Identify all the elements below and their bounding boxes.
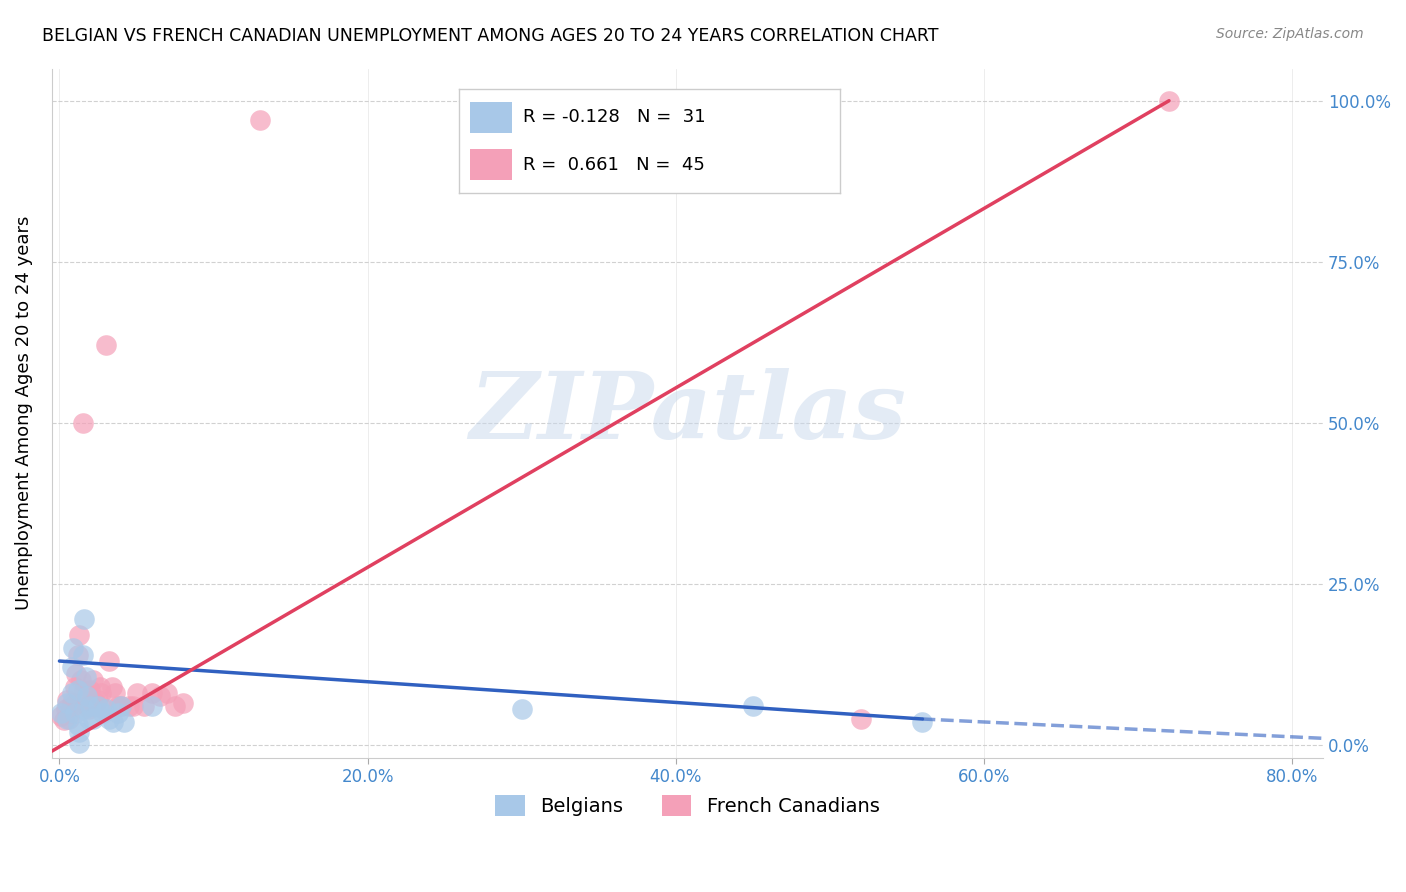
- Point: [66, 648, 89, 662]
- Point: [742, 699, 765, 714]
- Point: [83, 696, 105, 710]
- Point: [141, 699, 163, 714]
- Point: [76, 699, 98, 714]
- Point: [75, 670, 97, 684]
- Point: [141, 686, 163, 700]
- Point: [72, 648, 94, 662]
- Point: [79, 699, 101, 714]
- Point: [62, 699, 84, 714]
- Point: [91, 706, 114, 720]
- Point: [56, 696, 79, 710]
- Point: [77, 712, 100, 726]
- Point: [76, 690, 98, 704]
- Point: [122, 699, 145, 714]
- Point: [82, 673, 104, 688]
- Point: [118, 699, 141, 714]
- Point: [107, 706, 129, 720]
- Point: [97, 654, 120, 668]
- Point: [73, 702, 96, 716]
- Point: [56, 692, 79, 706]
- Point: [110, 699, 132, 714]
- Point: [62, 641, 84, 656]
- Point: [911, 715, 934, 730]
- Point: [60, 660, 83, 674]
- Point: [103, 715, 125, 730]
- Point: [134, 699, 156, 714]
- Point: [91, 702, 114, 716]
- Point: [89, 680, 111, 694]
- Point: [149, 690, 172, 704]
- Point: [510, 702, 533, 716]
- Point: [849, 712, 872, 726]
- Text: ZIPatlas: ZIPatlas: [470, 368, 905, 458]
- Point: [107, 699, 129, 714]
- Point: [55, 702, 77, 716]
- Point: [60, 686, 83, 700]
- Point: [70, 673, 93, 688]
- Point: [49, 706, 72, 720]
- Point: [53, 714, 76, 728]
- Point: [86, 696, 108, 710]
- Point: [69, 628, 91, 642]
- Point: [66, 683, 89, 698]
- Legend: Belgians, French Canadians: Belgians, French Canadians: [488, 787, 887, 823]
- Point: [94, 338, 117, 352]
- Point: [90, 686, 112, 700]
- Point: [97, 712, 120, 726]
- Point: [63, 706, 86, 720]
- Point: [80, 699, 103, 714]
- Point: [60, 696, 83, 710]
- Point: [77, 702, 100, 716]
- Point: [69, 736, 91, 750]
- Point: [101, 680, 124, 694]
- Point: [172, 696, 194, 710]
- Point: [63, 680, 86, 694]
- Point: [163, 699, 186, 714]
- Y-axis label: Unemployment Among Ages 20 to 24 years: Unemployment Among Ages 20 to 24 years: [15, 216, 32, 610]
- Point: [69, 725, 91, 739]
- Point: [156, 686, 179, 700]
- Point: [66, 718, 89, 732]
- Point: [82, 712, 104, 726]
- Point: [49, 708, 72, 723]
- Point: [87, 699, 110, 714]
- Text: BELGIAN VS FRENCH CANADIAN UNEMPLOYMENT AMONG AGES 20 TO 24 YEARS CORRELATION CH: BELGIAN VS FRENCH CANADIAN UNEMPLOYMENT …: [42, 27, 939, 45]
- Point: [59, 706, 82, 720]
- Text: Source: ZipAtlas.com: Source: ZipAtlas.com: [1216, 27, 1364, 41]
- Point: [56, 712, 79, 726]
- Point: [79, 683, 101, 698]
- Point: [73, 612, 96, 626]
- Point: [1157, 94, 1180, 108]
- Point: [58, 712, 80, 726]
- Point: [104, 686, 127, 700]
- Point: [65, 667, 87, 681]
- Point: [72, 416, 94, 430]
- Point: [75, 692, 97, 706]
- Point: [249, 113, 271, 128]
- Point: [112, 715, 135, 730]
- Point: [87, 692, 110, 706]
- Point: [73, 683, 96, 698]
- Point: [110, 699, 132, 714]
- Point: [94, 702, 117, 716]
- Point: [125, 686, 148, 700]
